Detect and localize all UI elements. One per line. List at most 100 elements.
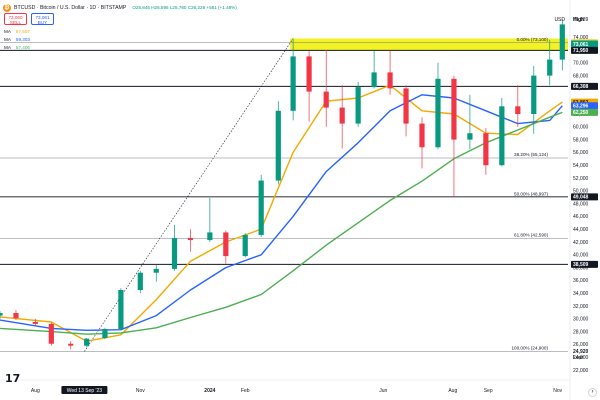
candle-body bbox=[306, 56, 312, 92]
candle-body bbox=[171, 238, 178, 269]
price-tick-label: 42,000 bbox=[573, 240, 589, 246]
candle-body bbox=[13, 313, 19, 319]
candle-body bbox=[403, 88, 409, 124]
time-tick-label: Aug bbox=[31, 388, 40, 394]
time-tick-label: Aug bbox=[448, 388, 457, 394]
symbol-title[interactable]: BTCUSD · Bitcoin / U.S. Dollar · 1D · BI… bbox=[14, 4, 127, 11]
price-tag-label: Low bbox=[573, 355, 583, 361]
price-tick-label: 56,000 bbox=[573, 150, 589, 156]
moving-average-line bbox=[0, 111, 563, 335]
candle-body bbox=[323, 91, 329, 108]
fib-level-label: 0.00% (73,100) bbox=[517, 37, 549, 42]
candle-body bbox=[223, 232, 229, 257]
candle-body bbox=[32, 322, 38, 324]
ma-indicator-2[interactable]: MA 59,303 bbox=[4, 37, 30, 42]
candle-body bbox=[118, 290, 124, 330]
candle-body bbox=[467, 133, 473, 140]
chart-header: ₿ BTCUSD · Bitcoin / U.S. Dollar · 1D · … bbox=[3, 2, 237, 13]
ma-3-label: MA bbox=[4, 45, 11, 50]
candle-body bbox=[258, 180, 264, 235]
ma-indicator-3[interactable]: MA 57,406 bbox=[4, 45, 30, 50]
price-tick-label: 74,000 bbox=[573, 35, 589, 41]
price-tag-label: 24,920 bbox=[573, 349, 589, 355]
candle-body bbox=[68, 343, 74, 346]
price-tag-box bbox=[571, 260, 598, 268]
buy-label: BUY bbox=[37, 20, 48, 25]
price-tag-label: 71,950 bbox=[573, 48, 589, 54]
ma-1-label: MA bbox=[4, 29, 11, 34]
price-tick-label: 46,000 bbox=[573, 214, 589, 220]
trend-line bbox=[84, 38, 294, 352]
fib-level-label: 38.20% (55,124) bbox=[514, 152, 548, 157]
price-tag-label: 49,048 bbox=[573, 195, 589, 201]
price-tick-label: 48,000 bbox=[573, 201, 589, 207]
scroll-to-realtime-button[interactable]: › bbox=[588, 388, 597, 397]
fib-level-label: 61.80% (42,590) bbox=[514, 232, 548, 237]
crosshair-date-label: Wed 13 Sep '23 bbox=[67, 388, 103, 394]
candle-body bbox=[531, 75, 537, 114]
sell-label: SELL bbox=[9, 20, 22, 25]
price-tick-label: 30,000 bbox=[573, 317, 589, 323]
candle-body bbox=[153, 268, 159, 273]
candle-body bbox=[187, 238, 194, 241]
time-tick-label: Nov bbox=[136, 388, 145, 394]
price-tick-label: 28,000 bbox=[573, 329, 589, 335]
candle-body bbox=[290, 56, 296, 111]
currency-label: USD bbox=[554, 17, 565, 23]
candle-body bbox=[547, 59, 553, 76]
candle-body bbox=[499, 106, 505, 166]
candle-body bbox=[435, 78, 441, 148]
crosshair-date-box bbox=[61, 386, 108, 394]
fib-level-label: 50.00% (48,997) bbox=[514, 191, 548, 196]
fib-level-label: 100.00% (24,900) bbox=[511, 346, 548, 351]
price-tick-label: 60,000 bbox=[573, 125, 589, 131]
time-tick-label: 2024 bbox=[204, 388, 215, 394]
sell-button[interactable]: 73,060 SELL bbox=[4, 13, 27, 25]
candle-body bbox=[451, 78, 457, 140]
bitcoin-icon: ₿ bbox=[3, 3, 11, 12]
candle-body bbox=[559, 24, 565, 60]
price-tag-box bbox=[571, 82, 598, 90]
candle-body bbox=[0, 313, 3, 316]
buy-price: 73,061 bbox=[35, 15, 50, 20]
ma-1-value: 57,507 bbox=[15, 29, 30, 34]
ma-2-label: MA bbox=[4, 37, 11, 42]
price-tag-box bbox=[571, 193, 598, 201]
price-tick-label: 70,000 bbox=[573, 61, 589, 67]
candle-body bbox=[419, 123, 425, 148]
price-tick-label: 32,000 bbox=[573, 304, 589, 310]
candle-body bbox=[102, 329, 108, 338]
price-tag-box bbox=[571, 102, 598, 110]
buy-button[interactable]: 73,061 BUY bbox=[31, 13, 54, 25]
candle-body bbox=[84, 338, 90, 346]
price-tick-label: 50,000 bbox=[573, 189, 589, 195]
price-tick-label: 34,000 bbox=[573, 291, 589, 297]
price-tag-box bbox=[571, 46, 598, 54]
price-tag-box bbox=[571, 108, 598, 116]
price-tick-label: 54,000 bbox=[573, 163, 589, 169]
sell-price: 73,060 bbox=[8, 15, 23, 20]
candle-body bbox=[48, 323, 54, 344]
price-tag-label: 63,296 bbox=[573, 104, 589, 110]
moving-average-line bbox=[0, 84, 563, 342]
price-tick-label: 44,000 bbox=[573, 227, 589, 233]
price-tag-box bbox=[571, 40, 598, 48]
price-tick-label: 22,000 bbox=[573, 368, 589, 374]
candle-body bbox=[207, 232, 213, 241]
time-tick-label: Jun bbox=[379, 388, 387, 394]
ma-2-value: 59,303 bbox=[15, 37, 30, 42]
moving-average-line bbox=[0, 94, 563, 331]
candle-body bbox=[275, 110, 281, 181]
time-tick-label: Sep bbox=[484, 388, 493, 394]
price-tick-label: 76,839 bbox=[573, 17, 589, 23]
time-tick-label: Nov bbox=[553, 388, 562, 394]
ma-indicator-1[interactable]: MA 57,507 bbox=[4, 29, 30, 34]
ohlc-readout: O25,845 H26,595 L25,760 C26,226 +581 (+1… bbox=[132, 5, 237, 10]
price-tag-label: High bbox=[573, 17, 584, 23]
tradingview-logo: 17 bbox=[5, 372, 21, 385]
price-tick-label: 68,000 bbox=[573, 73, 589, 79]
candle-body bbox=[242, 234, 248, 257]
candle-body bbox=[355, 87, 361, 124]
price-tag-label: 66,308 bbox=[573, 84, 589, 90]
